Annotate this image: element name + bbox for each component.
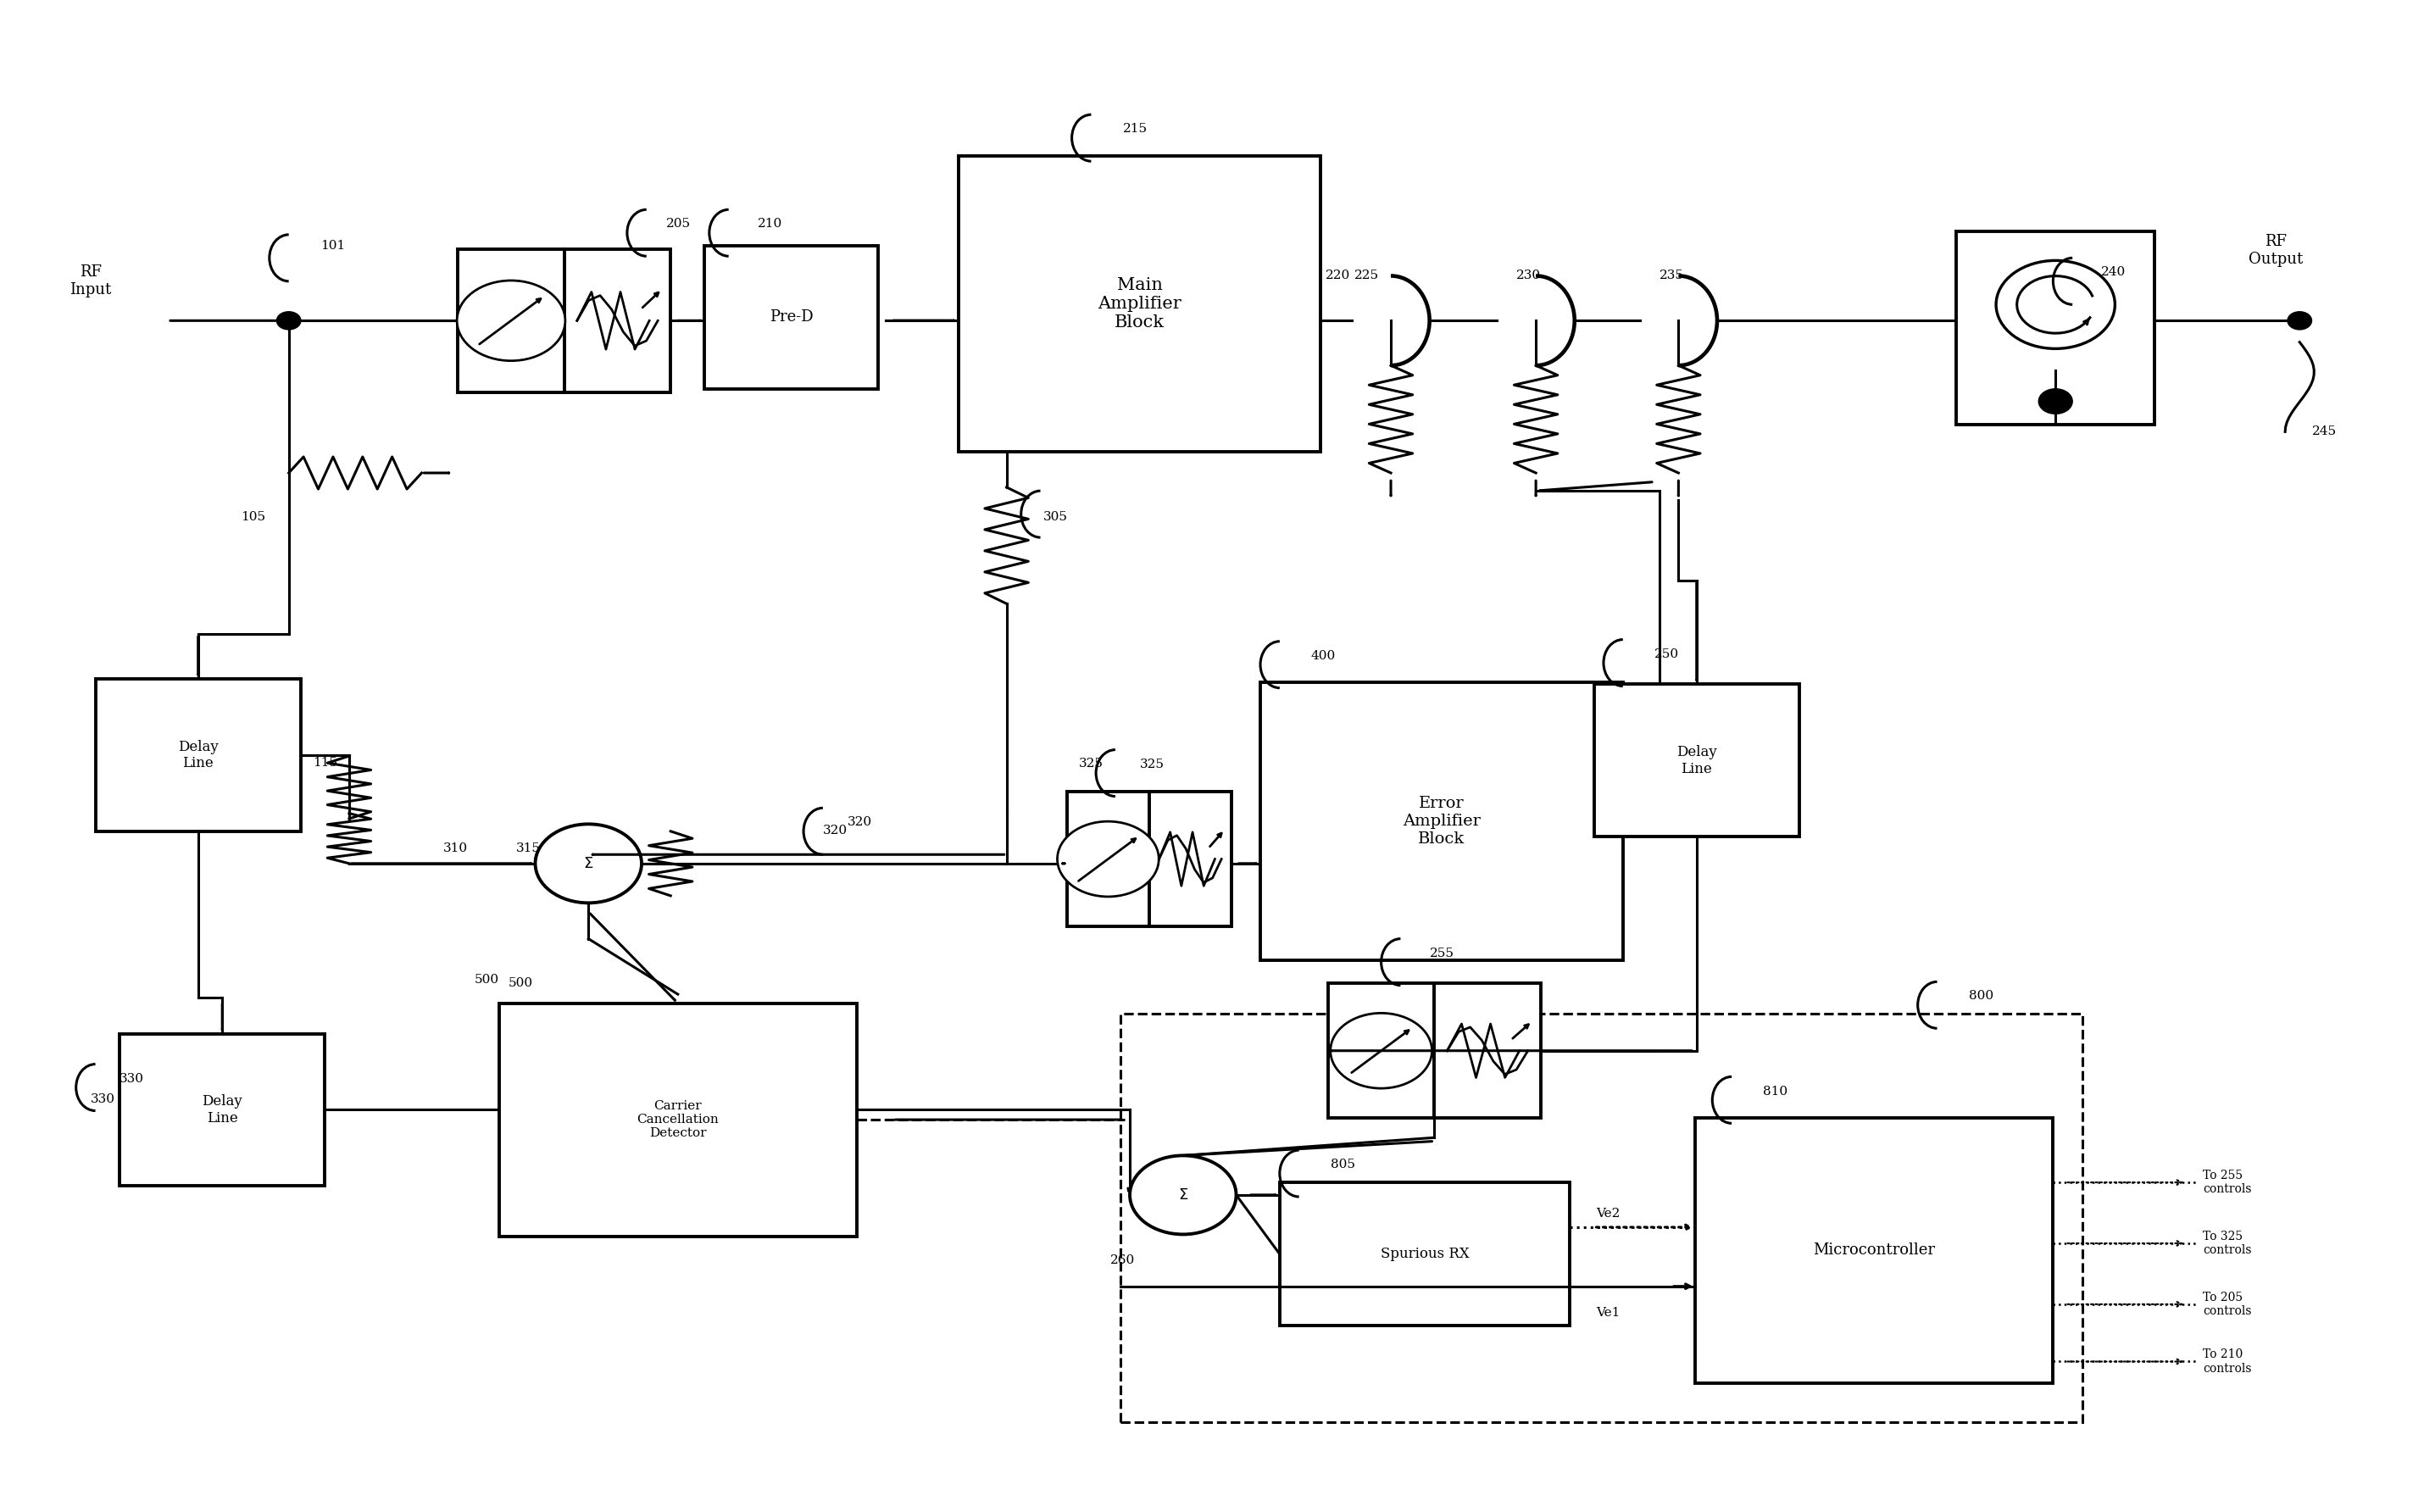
Text: To 255
controls: To 255 controls <box>2203 1170 2252 1194</box>
Bar <box>1595 685 1799 836</box>
Text: 310: 310 <box>444 842 468 854</box>
Text: 115: 115 <box>313 756 337 768</box>
Circle shape <box>1130 1155 1236 1234</box>
Text: 230: 230 <box>1517 269 1542 281</box>
Text: 260: 260 <box>1110 1255 1134 1267</box>
Text: 245: 245 <box>2312 425 2337 437</box>
Text: 500: 500 <box>475 974 499 986</box>
Text: 330: 330 <box>90 1093 114 1105</box>
Bar <box>1956 231 2155 425</box>
Circle shape <box>1057 821 1159 897</box>
Text: 500: 500 <box>509 977 533 989</box>
Text: 325: 325 <box>1079 758 1103 770</box>
Text: 255: 255 <box>1430 948 1454 959</box>
Text: 210: 210 <box>759 218 783 230</box>
Bar <box>458 249 671 392</box>
Text: To 210
controls: To 210 controls <box>2203 1349 2252 1374</box>
Circle shape <box>1331 1013 1433 1089</box>
Text: 400: 400 <box>1311 650 1336 662</box>
Text: 315: 315 <box>516 842 541 854</box>
Bar <box>95 679 301 832</box>
Bar <box>499 1004 856 1237</box>
Text: Spurious RX: Spurious RX <box>1379 1247 1469 1261</box>
Bar <box>1694 1117 2053 1383</box>
Bar <box>705 245 877 389</box>
Text: Microcontroller: Microcontroller <box>1813 1243 1934 1258</box>
Text: 225: 225 <box>1355 269 1379 281</box>
Text: $\Sigma$: $\Sigma$ <box>584 856 594 871</box>
Bar <box>1280 1182 1571 1326</box>
Bar <box>1067 792 1231 927</box>
Text: 810: 810 <box>1762 1086 1789 1098</box>
Text: Carrier
Cancellation
Detector: Carrier Cancellation Detector <box>638 1101 720 1140</box>
Text: Delay
Line: Delay Line <box>1677 745 1716 776</box>
Text: Ve2: Ve2 <box>1597 1208 1619 1220</box>
Circle shape <box>2288 311 2312 330</box>
Text: 305: 305 <box>1042 511 1067 523</box>
Text: RF
Output: RF Output <box>2247 234 2303 268</box>
Text: Error
Amplifier
Block: Error Amplifier Block <box>1403 797 1481 847</box>
Text: 250: 250 <box>1653 649 1680 661</box>
Text: Main
Amplifier
Block: Main Amplifier Block <box>1098 277 1180 330</box>
Text: 205: 205 <box>667 218 691 230</box>
Text: 800: 800 <box>1968 990 1993 1002</box>
Text: 220: 220 <box>1326 269 1350 281</box>
Text: Delay
Line: Delay Line <box>177 739 218 771</box>
Text: Pre-D: Pre-D <box>768 310 814 325</box>
Circle shape <box>536 824 642 903</box>
Text: 101: 101 <box>320 240 344 251</box>
Text: 805: 805 <box>1331 1158 1355 1170</box>
Text: Ve1: Ve1 <box>1597 1306 1619 1318</box>
Bar <box>1260 682 1624 960</box>
Bar <box>119 1034 325 1185</box>
Text: 105: 105 <box>240 511 264 523</box>
Text: 240: 240 <box>2102 266 2126 278</box>
Circle shape <box>458 281 565 361</box>
Text: 325: 325 <box>1139 759 1164 770</box>
Text: 320: 320 <box>846 816 873 829</box>
Circle shape <box>2039 389 2073 414</box>
Circle shape <box>276 311 301 330</box>
Bar <box>957 156 1321 452</box>
Text: 235: 235 <box>1658 269 1685 281</box>
Text: To 205
controls: To 205 controls <box>2203 1291 2252 1317</box>
Text: 215: 215 <box>1122 122 1147 135</box>
Text: RF
Input: RF Input <box>70 265 112 298</box>
Text: To 325
controls: To 325 controls <box>2203 1231 2252 1256</box>
Text: Delay
Line: Delay Line <box>201 1095 242 1125</box>
Bar <box>1120 1015 2082 1423</box>
Text: 330: 330 <box>119 1072 143 1084</box>
Bar <box>1328 983 1542 1117</box>
Circle shape <box>1995 260 2116 349</box>
Text: $\Sigma$: $\Sigma$ <box>1178 1187 1188 1202</box>
Text: 320: 320 <box>822 824 848 836</box>
